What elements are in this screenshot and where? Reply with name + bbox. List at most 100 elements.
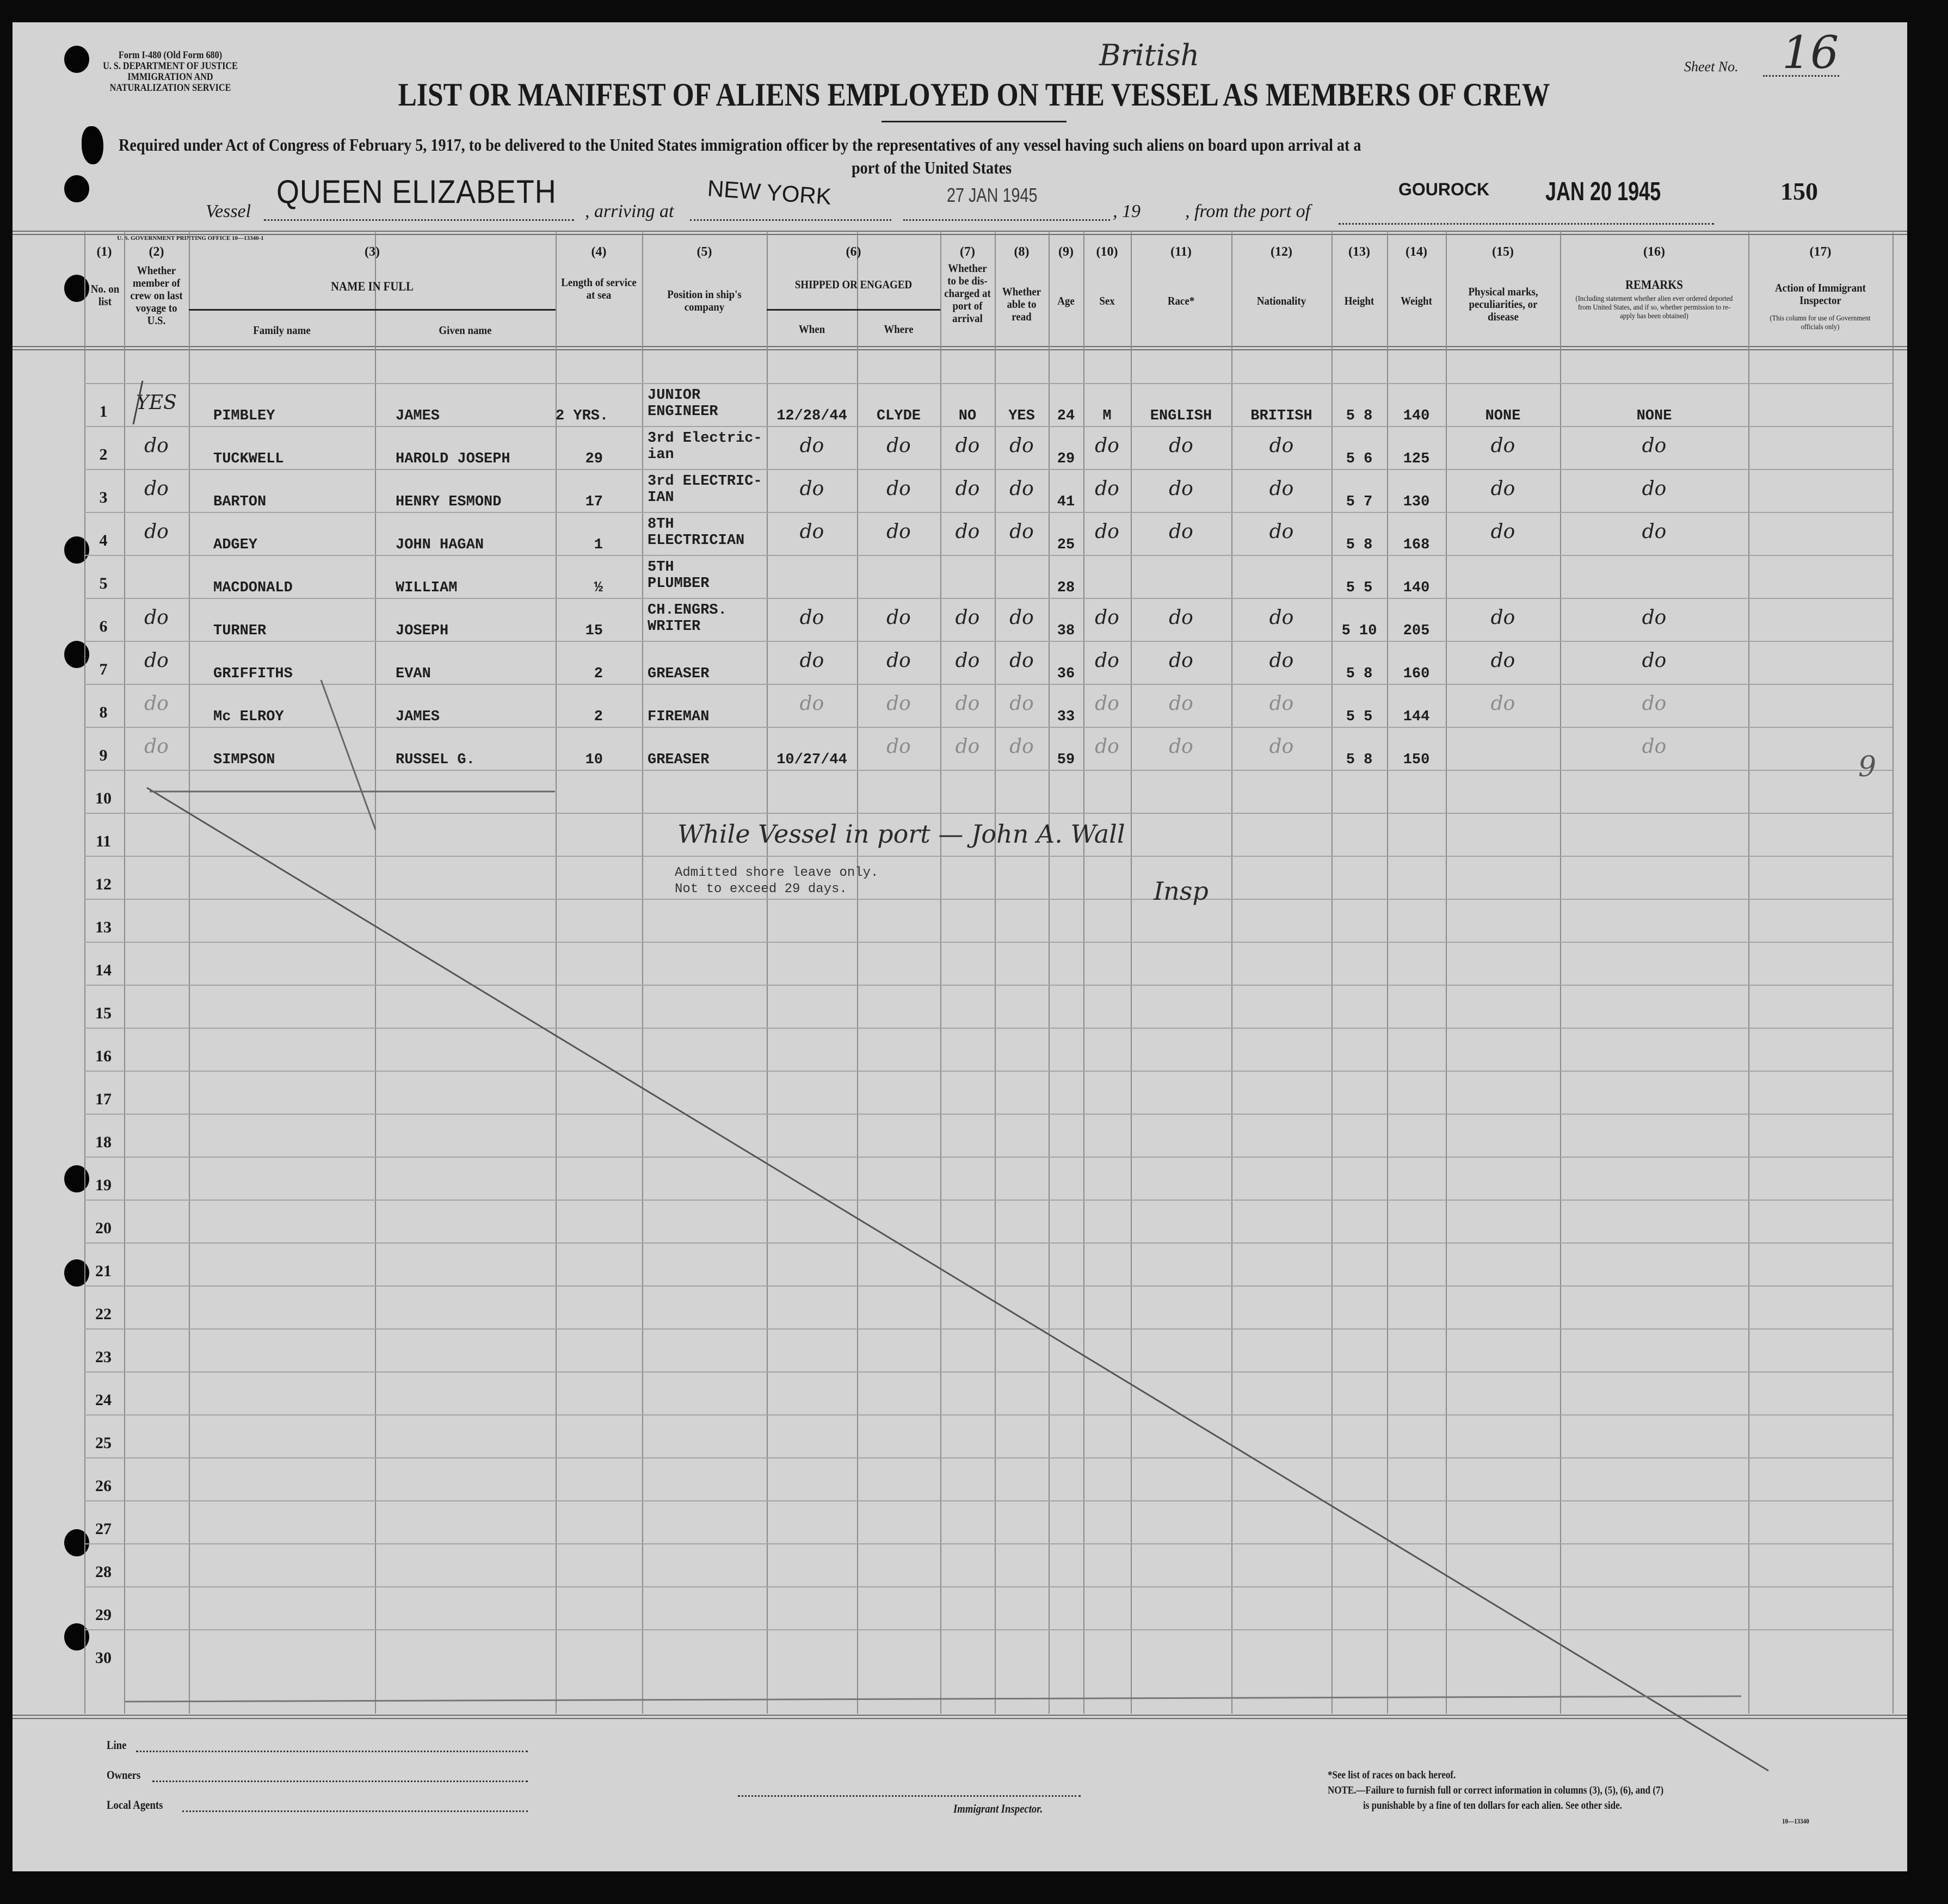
cell-member: do <box>144 478 169 500</box>
cell-age: 33 <box>1057 709 1075 725</box>
cell-length: 1 <box>594 537 603 553</box>
cell-length: 2 <box>594 709 603 725</box>
cell-sex: do <box>1095 478 1119 500</box>
sheet-no-line <box>1763 75 1839 77</box>
cell-position: CH.ENGRS. WRITER <box>648 602 727 635</box>
cell-length: 2 YRS. <box>556 408 609 424</box>
row-number: 6 <box>99 617 108 635</box>
handwritten-inspector-title: Insp <box>1154 876 1209 906</box>
column-number: (14) <box>1405 245 1427 259</box>
cell-nationality: do <box>1269 478 1294 500</box>
column-rule <box>642 232 643 1714</box>
cell-weight: 125 <box>1403 451 1430 467</box>
column-rule <box>1049 232 1050 1714</box>
cell-read: YES <box>1008 408 1035 424</box>
cell-read: do <box>1009 693 1034 715</box>
cell-weight: 130 <box>1403 494 1430 510</box>
row-number: 2 <box>99 446 108 463</box>
header-physical-marks: Physical marks, peculiarities, or diseas… <box>1468 285 1538 323</box>
row-number: 28 <box>95 1563 112 1581</box>
cell-discharged: do <box>955 693 980 715</box>
cell-family: TURNER <box>213 623 267 639</box>
cell-age: 25 <box>1057 537 1075 553</box>
local-agents-field[interactable] <box>182 1810 528 1812</box>
header-discharged: Whether to be dis-charged at port of arr… <box>944 262 991 325</box>
cell-given: HAROLD JOSEPH <box>396 451 510 467</box>
cell-family: PIMBLEY <box>213 408 275 424</box>
subtitle-line1: Required under Act of Congress of Februa… <box>119 135 1361 154</box>
cell-weight: 140 <box>1403 580 1430 596</box>
cell-where: do <box>886 693 911 715</box>
row-rule <box>84 512 1892 513</box>
cell-family: MACDONALD <box>213 580 293 596</box>
cell-height: 5 8 <box>1346 752 1373 768</box>
paper-top <box>13 22 1907 88</box>
cell-physical: do <box>1490 693 1515 715</box>
row-rule <box>84 1586 1892 1587</box>
column-rule <box>1748 232 1749 1714</box>
cell-weight: 160 <box>1403 666 1430 682</box>
cell-nationality: BRITISH <box>1250 408 1312 424</box>
row-rule <box>84 1543 1892 1544</box>
column-rule <box>857 232 858 1714</box>
row-number: 24 <box>95 1391 112 1409</box>
header-top-rule <box>13 231 1907 235</box>
row-number: 25 <box>95 1434 112 1452</box>
row-number: 3 <box>99 489 108 506</box>
cell-physical: do <box>1490 650 1515 672</box>
cell-race: do <box>1169 607 1193 629</box>
cell-remarks: NONE <box>1636 408 1672 424</box>
cell-where: do <box>886 478 911 500</box>
header-member-last-voyage: Whether member of crew on last voyage to… <box>130 264 183 327</box>
cell-position: 3rd Electric- ian <box>648 430 762 463</box>
cell-age: 59 <box>1057 752 1075 768</box>
header-family-name: Family name <box>253 324 311 337</box>
column-number: (2) <box>149 245 164 259</box>
cell-nationality: do <box>1269 693 1294 715</box>
cell-when: 12/28/44 <box>776 408 847 424</box>
row-rule <box>84 684 1892 685</box>
column-number: (13) <box>1348 245 1370 259</box>
cell-read: do <box>1009 650 1034 672</box>
cell-given: JOSEPH <box>396 623 449 639</box>
inspector-signature-line[interactable] <box>738 1795 1081 1797</box>
cell-given: JAMES <box>396 408 440 424</box>
cell-member: do <box>144 435 169 457</box>
cell-when: do <box>799 607 824 629</box>
row-number: 26 <box>95 1477 112 1495</box>
row-rule <box>84 942 1892 943</box>
cell-remarks: do <box>1642 478 1667 500</box>
departure-port: GOUROCK <box>1398 180 1490 199</box>
header-action-of-inspector: Action of Immigrant Inspector <box>1775 281 1866 307</box>
header-name-in-full: NAME IN FULL <box>331 280 414 293</box>
line-field[interactable] <box>136 1751 528 1752</box>
cell-position: JUNIOR ENGINEER <box>648 387 718 420</box>
row-rule <box>84 727 1892 728</box>
header-remarks-note: (Including statement whether alien ever … <box>1575 295 1733 320</box>
cell-member: YES <box>136 392 177 414</box>
cell-age: 24 <box>1057 408 1075 424</box>
row-number: 16 <box>95 1047 112 1065</box>
row-number: 12 <box>95 875 112 893</box>
row-number: 20 <box>95 1219 112 1237</box>
cell-height: 5 6 <box>1346 451 1373 467</box>
column-number: (15) <box>1492 245 1514 259</box>
row-number: 27 <box>95 1520 112 1538</box>
cell-when: do <box>799 693 824 715</box>
cell-family: TUCKWELL <box>213 451 284 467</box>
owners-field[interactable] <box>152 1781 528 1782</box>
cell-discharged: do <box>955 478 980 500</box>
header-remarks: REMARKS <box>1625 278 1683 292</box>
row-rule <box>84 1328 1892 1330</box>
diagonal-strike <box>146 787 1769 1772</box>
shipped-rule <box>767 309 940 311</box>
column-number: (5) <box>696 245 712 259</box>
row-rule <box>84 1414 1892 1415</box>
row-number: 15 <box>95 1004 112 1022</box>
cell-member: do <box>144 607 169 629</box>
column-rule <box>189 232 190 1714</box>
row-number: 4 <box>99 531 108 549</box>
row-rule <box>84 598 1892 599</box>
cell-height: 5 8 <box>1346 537 1373 553</box>
